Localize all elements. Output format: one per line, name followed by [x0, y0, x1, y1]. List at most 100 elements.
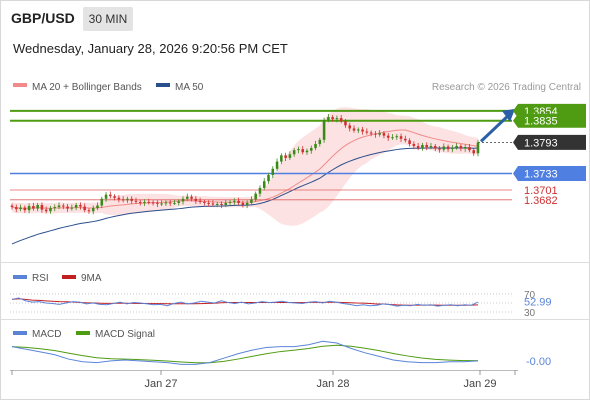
bull-candle — [463, 147, 467, 149]
bear-candle — [211, 203, 215, 205]
bull-candle — [335, 118, 339, 120]
bull-candle — [100, 198, 104, 206]
rsi-ma-legend-swatch — [62, 275, 76, 279]
bull-candle — [160, 203, 163, 205]
ma50-line — [11, 147, 479, 245]
bull-candle — [74, 205, 78, 208]
bear-candle — [386, 135, 390, 138]
bear-candle — [241, 202, 245, 205]
rsi-legend-swatch — [13, 275, 27, 279]
rsi-ma-line — [11, 298, 479, 306]
bull-candle — [395, 136, 399, 138]
bear-candle — [194, 198, 198, 201]
bull-candle — [70, 207, 74, 209]
chart-datetime: Wednesday, January 28, 2026 9:20:56 PM C… — [13, 41, 288, 56]
bear-candle — [32, 206, 35, 209]
rsi-level-label: 70 — [524, 290, 536, 301]
bull-candle — [378, 133, 381, 135]
price-tag — [513, 165, 586, 181]
bull-candle — [455, 146, 458, 148]
bear-candle — [459, 146, 463, 149]
bull-candle — [258, 187, 262, 194]
bear-candle — [23, 207, 27, 211]
bull-candle — [305, 150, 309, 153]
bull-candle — [224, 202, 228, 205]
bull-candle — [318, 139, 322, 144]
bear-candle — [433, 146, 437, 149]
macd-signal-legend-label: MACD Signal — [95, 329, 155, 340]
bull-candle — [309, 148, 313, 151]
symbol-title: GBP/USD — [11, 10, 75, 26]
bull-candle — [250, 199, 253, 203]
price-tag-label: 1.3793 — [524, 137, 558, 149]
bull-candle — [275, 161, 279, 169]
bear-candle — [109, 194, 112, 197]
bear-candle — [416, 146, 420, 149]
x-tick-label: Jan 28 — [316, 378, 349, 390]
bear-candle — [472, 150, 476, 154]
bear-candle — [425, 145, 428, 148]
bear-candle — [237, 200, 240, 203]
bull-candle — [19, 207, 22, 210]
x-axis: Jan 27 Jan 28 Jan 29 — [11, 370, 516, 390]
bull-candle — [143, 201, 146, 203]
bull-candle — [126, 198, 129, 201]
bear-candle — [348, 125, 352, 129]
bear-candle — [130, 198, 133, 201]
bear-candle — [369, 132, 373, 134]
bull-candle — [267, 175, 270, 182]
macd-signal-line — [11, 344, 479, 364]
bear-candle — [147, 201, 151, 203]
level-label: 1.3682 — [524, 195, 558, 207]
bear-candle — [14, 207, 18, 210]
ma50-legend-label: MA 50 — [175, 82, 204, 93]
bear-candle — [113, 196, 116, 198]
bear-candle — [190, 196, 193, 199]
bull-candle — [186, 196, 189, 199]
bear-candle — [44, 209, 48, 212]
bull-candle — [215, 203, 219, 205]
rsi-level-label: 30 — [524, 308, 536, 319]
bull-candle — [391, 137, 394, 139]
bear-candle — [138, 201, 142, 203]
ma50-legend-swatch — [156, 83, 170, 87]
macd-legend-label: MACD — [32, 329, 61, 340]
bull-candle — [96, 205, 99, 209]
rsi-legend-label: RSI — [32, 273, 49, 284]
bear-candle — [331, 117, 334, 120]
bull-candle — [104, 194, 108, 199]
rsi-line — [11, 297, 479, 307]
bear-candle — [87, 210, 91, 212]
bear-candle — [284, 155, 287, 158]
rsi-last-label: 52.99 — [524, 297, 552, 309]
bull-candle — [314, 143, 317, 149]
source-credit: Research © 2026 Trading Central — [432, 82, 581, 93]
bear-candle — [62, 205, 65, 207]
bear-candle — [156, 202, 159, 204]
bull-candle — [57, 205, 61, 208]
bull-candle — [421, 145, 424, 149]
bull-candle — [233, 200, 236, 202]
bear-candle — [361, 129, 364, 132]
bear-candle — [352, 128, 356, 131]
bull-candle — [292, 150, 296, 155]
timeframe-button[interactable]: 30 MIN — [83, 7, 133, 31]
bear-candle — [121, 199, 125, 201]
bear-candle — [83, 206, 86, 211]
bear-candle — [301, 149, 304, 153]
bull-candle — [280, 155, 283, 162]
bull-candle — [254, 193, 257, 200]
forecast-arrow — [479, 113, 511, 143]
ma20-legend-swatch — [13, 83, 27, 87]
forecast-arrow-head — [502, 108, 515, 122]
bear-candle — [79, 205, 82, 207]
bear-candle — [40, 205, 44, 210]
bull-candle — [91, 208, 95, 212]
bull-candle — [429, 146, 433, 148]
bear-candle — [374, 133, 377, 135]
bull-candle — [181, 198, 185, 202]
price-tag-label: 1.3733 — [524, 168, 558, 180]
bull-candle — [164, 202, 168, 204]
